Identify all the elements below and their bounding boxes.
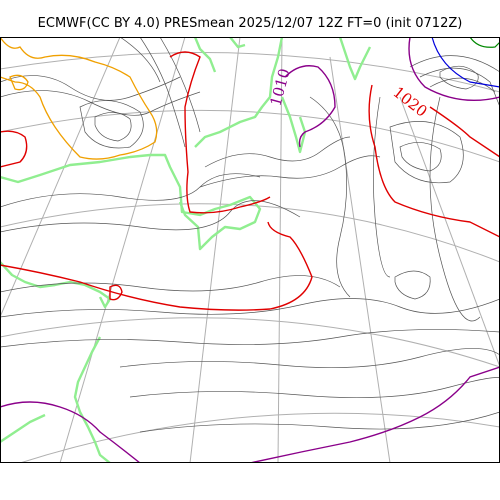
isobar-1010 (0, 37, 500, 463)
chart-title: ECMWF(CC BY 4.0) PRESmean 2025/12/07 12Z… (37, 16, 463, 31)
pressure-map: 1010 1020 (0, 37, 500, 463)
warm-contour (0, 37, 158, 160)
graticule (0, 37, 500, 463)
contour-label-1020: 1020 (390, 83, 431, 121)
contour-label-1010: 1010 (266, 66, 293, 108)
isobars (0, 37, 500, 433)
high-core (431, 37, 500, 88)
isobar-1020 (0, 51, 500, 311)
coastline (0, 37, 372, 463)
